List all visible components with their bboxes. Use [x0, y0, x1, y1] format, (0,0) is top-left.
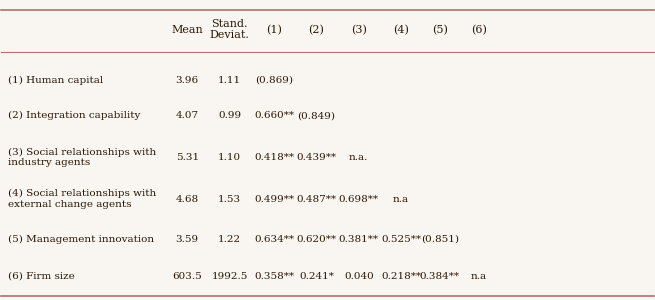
Text: 0.241*: 0.241* — [299, 272, 334, 281]
Text: 0.218**: 0.218** — [381, 272, 421, 281]
Text: 0.634**: 0.634** — [254, 235, 294, 244]
Text: (5): (5) — [432, 25, 447, 35]
Text: (4): (4) — [393, 25, 409, 35]
Text: n.a: n.a — [471, 272, 487, 281]
Text: (6) Firm size: (6) Firm size — [8, 272, 75, 281]
Text: (2) Integration capability: (2) Integration capability — [8, 111, 140, 120]
Text: 4.07: 4.07 — [176, 111, 199, 120]
Text: n.a.: n.a. — [349, 153, 369, 162]
Text: (6): (6) — [471, 25, 487, 35]
Text: (0.849): (0.849) — [297, 111, 335, 120]
Text: 0.439**: 0.439** — [297, 153, 337, 162]
Text: 603.5: 603.5 — [172, 272, 202, 281]
Text: (3) Social relationships with
industry agents: (3) Social relationships with industry a… — [8, 148, 156, 167]
Text: 3.59: 3.59 — [176, 235, 199, 244]
Text: 1.10: 1.10 — [218, 153, 241, 162]
Text: (2): (2) — [309, 25, 324, 35]
Text: (0.851): (0.851) — [421, 235, 458, 244]
Text: 0.040: 0.040 — [344, 272, 374, 281]
Text: (4) Social relationships with
external change agents: (4) Social relationships with external c… — [8, 189, 156, 209]
Text: Mean: Mean — [172, 25, 203, 34]
Text: 0.499**: 0.499** — [254, 194, 294, 203]
Text: 0.381**: 0.381** — [339, 235, 379, 244]
Text: 5.31: 5.31 — [176, 153, 199, 162]
Text: (0.869): (0.869) — [255, 76, 293, 85]
Text: (5) Management innovation: (5) Management innovation — [8, 235, 154, 244]
Text: 1.11: 1.11 — [218, 76, 241, 85]
Text: 0.384**: 0.384** — [420, 272, 460, 281]
Text: 1992.5: 1992.5 — [212, 272, 248, 281]
Text: (3): (3) — [351, 25, 367, 35]
Text: 0.698**: 0.698** — [339, 194, 379, 203]
Text: 4.68: 4.68 — [176, 194, 199, 203]
Text: 0.660**: 0.660** — [254, 111, 294, 120]
Text: (1): (1) — [266, 25, 282, 35]
Text: 0.525**: 0.525** — [381, 235, 421, 244]
Text: 1.22: 1.22 — [218, 235, 241, 244]
Text: 0.620**: 0.620** — [297, 235, 337, 244]
Text: 0.487**: 0.487** — [297, 194, 337, 203]
Text: 0.99: 0.99 — [218, 111, 241, 120]
Text: 1.53: 1.53 — [218, 194, 241, 203]
Text: (1) Human capital: (1) Human capital — [8, 76, 103, 85]
Text: n.a: n.a — [393, 194, 409, 203]
Text: 3.96: 3.96 — [176, 76, 199, 85]
Text: 0.358**: 0.358** — [254, 272, 294, 281]
Text: 0.418**: 0.418** — [254, 153, 294, 162]
Text: Stand.
Deviat.: Stand. Deviat. — [210, 19, 250, 40]
